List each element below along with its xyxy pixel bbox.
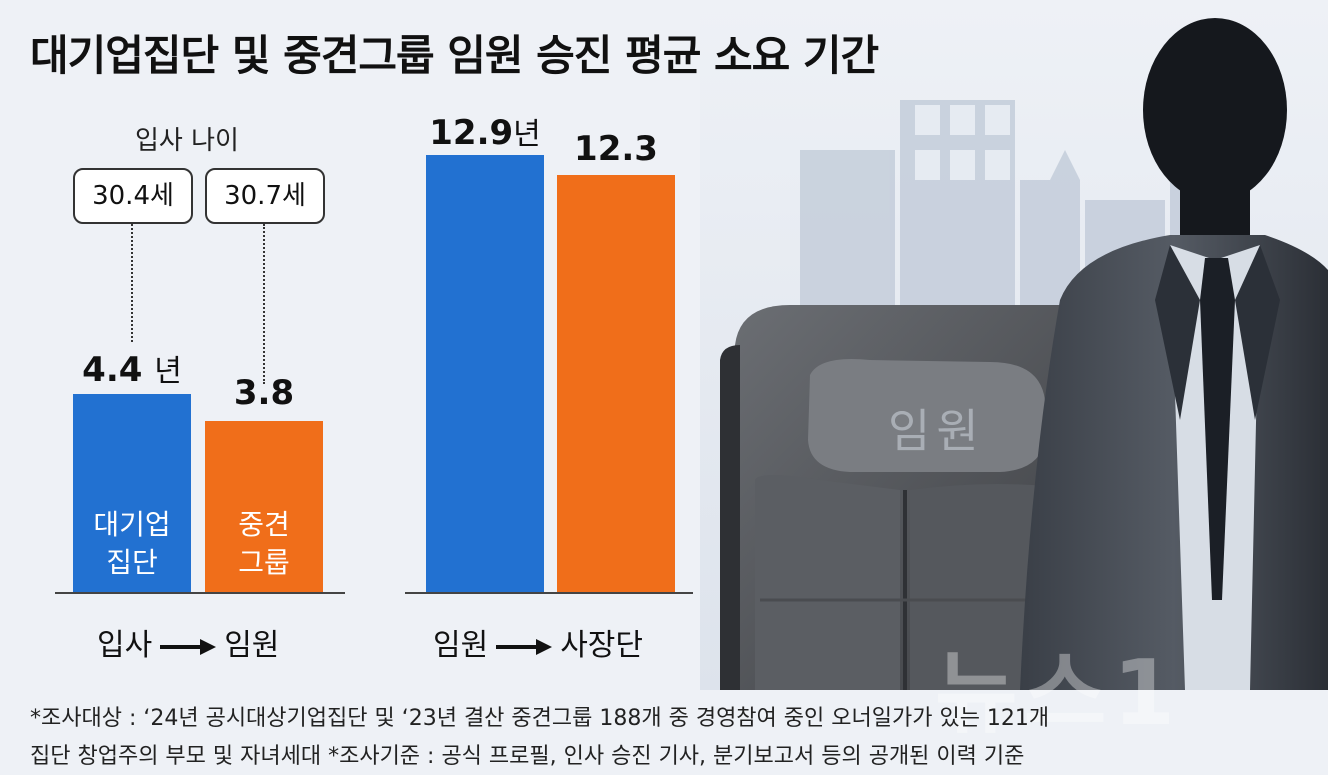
age-header: 입사 나이 [135, 126, 239, 156]
bar-large-group-join-to-executive [73, 394, 191, 592]
dotted-connector-midsize [263, 224, 265, 384]
value-label-midsize-group-president: 12.3 [547, 129, 685, 169]
baseline [55, 592, 345, 594]
value-label-large-group-president: 12.9년 [416, 109, 554, 153]
value-label-large-group-join: 4.4 년 [63, 346, 201, 390]
x-label-to: 임원 [224, 628, 280, 663]
footnote-line-1: *조사대상 : ‘24년 공시대상기업집단 및 ‘23년 결산 중견그룹 188… [30, 706, 1050, 731]
age-box-midsize-group: 30.7세 [205, 168, 325, 224]
x-label-from: 임원 [433, 628, 489, 663]
bar-label-midsize-group: 중견 그룹 [205, 506, 323, 582]
x-axis-label-join-to-executive: 입사 임원 [97, 620, 279, 664]
value-unit: 년 [154, 354, 182, 389]
city-skyline [800, 100, 1230, 310]
bar-large-group-executive-to-president [426, 154, 544, 592]
bar-label-line: 대기업 [93, 508, 171, 541]
businessman-silhouette [1020, 18, 1328, 690]
value-label-midsize-group-join: 3.8 [195, 373, 333, 413]
baseline [405, 592, 693, 594]
x-axis-label-executive-to-president: 임원 사장단 [433, 620, 643, 664]
bar-label-large-group: 대기업 집단 [73, 506, 191, 582]
dotted-connector-large [131, 224, 133, 342]
bar-label-line: 그룹 [238, 546, 290, 579]
arrow-right-icon [160, 638, 217, 655]
bar-label-line: 집단 [106, 546, 158, 579]
x-label-to: 사장단 [560, 628, 644, 663]
value-number: 4.4 [82, 350, 143, 390]
value-unit: 년 [513, 116, 541, 152]
age-box-large-group: 30.4세 [73, 168, 193, 224]
bar-midsize-group-executive-to-president [557, 175, 675, 592]
value-number: 3.8 [233, 373, 295, 413]
footnote-line-2: 집단 창업주의 부모 및 자녀세대 *조사기준 : 공식 프로필, 인사 승진 … [30, 744, 1025, 769]
value-number: 12.9 [429, 112, 514, 153]
page-title: 대기업집단 및 중견그룹 임원 승진 평균 소요 기간 [30, 31, 879, 80]
arrow-right-icon [496, 638, 553, 655]
chair-label: 임원 [888, 404, 985, 458]
executive-chair-photo [700, 0, 1328, 690]
value-number: 12.3 [574, 129, 658, 170]
bar-midsize-group-join-to-executive [205, 421, 323, 592]
watermark-logo: 뉴스1 [935, 641, 1182, 746]
bar-label-line: 중견 [238, 508, 290, 541]
x-label-from: 입사 [97, 628, 153, 663]
